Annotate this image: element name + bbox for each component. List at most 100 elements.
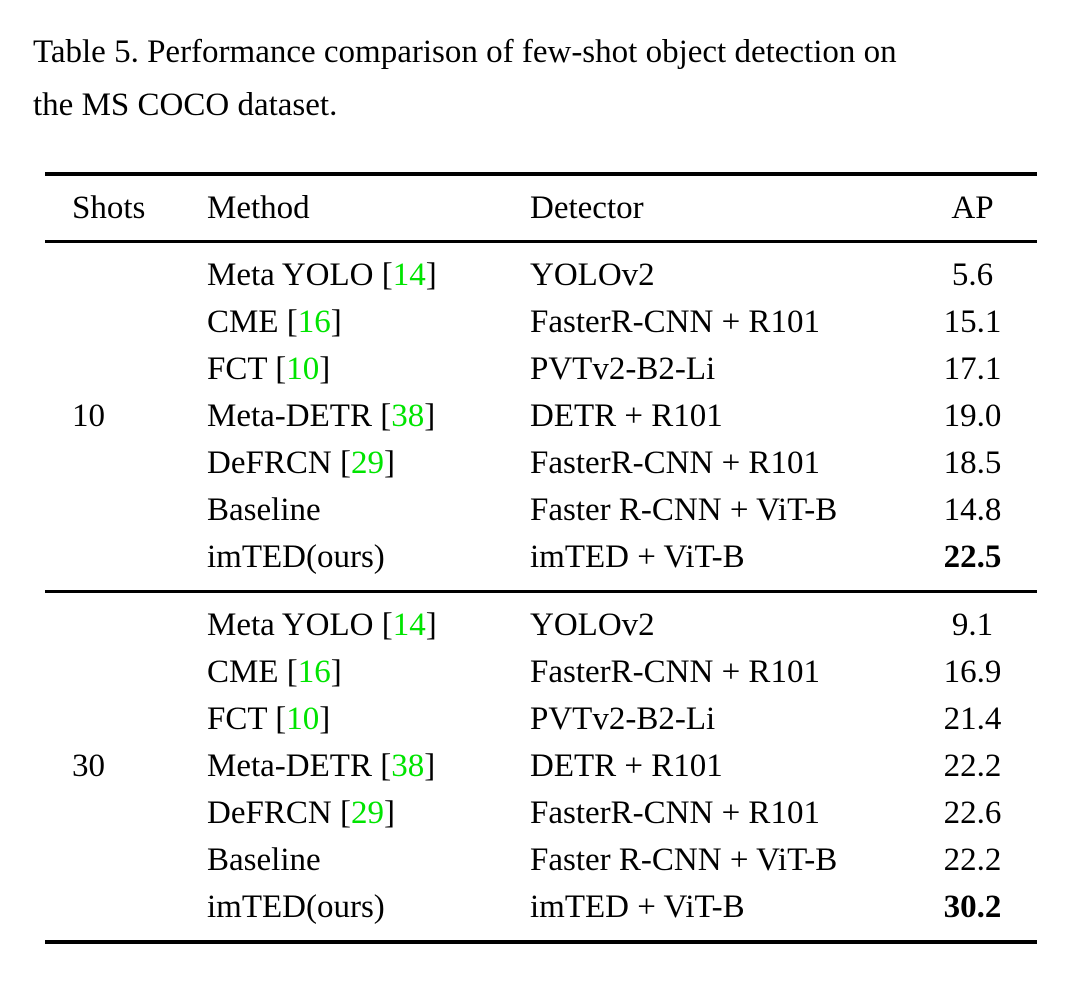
cite-bracket-open: [	[371, 748, 392, 784]
citation-link[interactable]: 16	[297, 654, 331, 690]
cite-bracket-close: ]	[383, 795, 395, 831]
detector-cell: DETR + R101	[530, 398, 723, 434]
cite-bracket-open: [	[266, 351, 287, 387]
method-name: DeFRCN	[207, 445, 332, 481]
cite-bracket-close: ]	[319, 351, 331, 387]
method-cell: Meta-DETR [38]	[207, 743, 530, 790]
citation-link[interactable]: 14	[392, 607, 426, 643]
detector-cell: FasterR-CNN + R101	[530, 795, 820, 831]
method-cell: Meta YOLO [14]	[207, 602, 530, 649]
caption-line-1: Table 5. Performance comparison of few-s…	[33, 34, 897, 70]
detector-cell: Faster R-CNN + ViT-B	[530, 492, 838, 528]
ap-value: 15.1	[943, 304, 1002, 340]
method-cell: Meta YOLO [14]	[207, 252, 530, 299]
col-header-detector: Detector	[530, 190, 644, 226]
method-name: CME	[207, 304, 279, 340]
citation-link[interactable]: 29	[350, 795, 384, 831]
ap-value: 5.6	[951, 257, 994, 293]
detector-cell: FasterR-CNN + R101	[530, 445, 820, 481]
method-name: FCT	[207, 701, 267, 737]
method-name: Meta-DETR	[207, 398, 372, 434]
method-name: CME	[207, 654, 279, 690]
method-cell: DeFRCN [29]	[207, 440, 530, 487]
citation-link[interactable]: 14	[392, 257, 426, 293]
cite-bracket-open: [	[266, 701, 287, 737]
method-name: imTED(ours)	[207, 539, 385, 575]
ap-value: 22.6	[943, 795, 1002, 831]
ap-value: 30.2	[943, 889, 1002, 925]
cite-bracket-open: [	[278, 654, 298, 690]
cite-bracket-close: ]	[383, 445, 395, 481]
cite-bracket-close: ]	[424, 748, 436, 784]
cite-bracket-close: ]	[425, 607, 437, 643]
results-table: Shots Method Detector AP 10 Meta YOLO [14…	[45, 172, 1037, 944]
cite-bracket-open: [	[373, 607, 393, 643]
cite-bracket-close: ]	[330, 304, 342, 340]
shots-value: 10	[72, 398, 105, 434]
citation-link[interactable]: 38	[391, 398, 425, 434]
cite-bracket-open: [	[373, 257, 393, 293]
citation-link[interactable]: 29	[350, 445, 384, 481]
method-name: Baseline	[207, 492, 321, 528]
detector-cell: FasterR-CNN + R101	[530, 654, 820, 690]
ap-value: 21.4	[943, 701, 1002, 737]
caption-line-2: the MS COCO dataset.	[33, 87, 338, 123]
method-cell: imTED(ours)	[207, 884, 530, 931]
method-cell: CME [16]	[207, 649, 530, 696]
method-cell: imTED(ours)	[207, 534, 530, 581]
detector-cell: PVTv2-B2-Li	[530, 351, 716, 387]
detector-cell: YOLOv2	[530, 257, 655, 293]
cite-bracket-open: [	[278, 304, 298, 340]
ap-value: 14.8	[943, 492, 1002, 528]
method-cell: FCT [10]	[207, 696, 530, 743]
top-rule	[45, 172, 1037, 176]
detector-cell: imTED + ViT-B	[530, 539, 745, 575]
detector-cell: DETR + R101	[530, 748, 723, 784]
shots-value: 30	[72, 748, 105, 784]
detector-cell: FasterR-CNN + R101	[530, 304, 820, 340]
method-cell: Baseline	[207, 837, 530, 884]
ap-value: 19.0	[943, 398, 1002, 434]
citation-link[interactable]: 16	[297, 304, 331, 340]
ap-value: 17.1	[943, 351, 1002, 387]
ap-value: 22.2	[943, 748, 1002, 784]
cite-bracket-open: [	[371, 398, 392, 434]
ap-value: 22.2	[943, 842, 1002, 878]
header-rule	[45, 240, 1037, 243]
method-cell: FCT [10]	[207, 346, 530, 393]
citation-link[interactable]: 10	[286, 351, 320, 387]
detector-cell: YOLOv2	[530, 607, 655, 643]
detector-cell: imTED + ViT-B	[530, 889, 745, 925]
shots-group-30: 30 Meta YOLO [14] YOLOv2 9.1 CME [16] FasterR…	[45, 593, 1037, 940]
table-body: 10 Meta YOLO [14] YOLOv2 5.6 CME [16] FasterR…	[45, 243, 1037, 940]
detector-cell: PVTv2-B2-Li	[530, 701, 716, 737]
col-header-shots: Shots	[72, 190, 146, 226]
cite-bracket-open: [	[331, 795, 351, 831]
cite-bracket-close: ]	[330, 654, 342, 690]
method-cell: Meta-DETR [38]	[207, 393, 530, 440]
ap-value: 16.9	[943, 654, 1002, 690]
bottom-rule	[45, 940, 1037, 944]
method-cell: DeFRCN [29]	[207, 790, 530, 837]
citation-link[interactable]: 10	[286, 701, 320, 737]
method-name: imTED(ours)	[207, 889, 385, 925]
col-header-method: Method	[207, 190, 310, 226]
ap-value: 18.5	[943, 445, 1002, 481]
ap-value: 9.1	[951, 607, 994, 643]
method-name: Meta YOLO	[207, 257, 374, 293]
table-header-row: Shots Method Detector AP	[45, 176, 1037, 240]
shots-group-10: 10 Meta YOLO [14] YOLOv2 5.6 CME [16] FasterR…	[45, 243, 1037, 590]
cite-bracket-open: [	[331, 445, 351, 481]
table-caption: Table 5. Performance comparison of few-s…	[33, 26, 1080, 132]
group-separator-rule	[45, 590, 1037, 593]
method-name: Meta-DETR	[207, 748, 372, 784]
cite-bracket-close: ]	[425, 257, 437, 293]
cite-bracket-close: ]	[424, 398, 436, 434]
cite-bracket-close: ]	[319, 701, 331, 737]
method-name: Meta YOLO	[207, 607, 374, 643]
citation-link[interactable]: 38	[391, 748, 425, 784]
ap-value: 22.5	[943, 539, 1002, 575]
detector-cell: Faster R-CNN + ViT-B	[530, 842, 838, 878]
method-name: FCT	[207, 351, 267, 387]
method-cell: CME [16]	[207, 299, 530, 346]
